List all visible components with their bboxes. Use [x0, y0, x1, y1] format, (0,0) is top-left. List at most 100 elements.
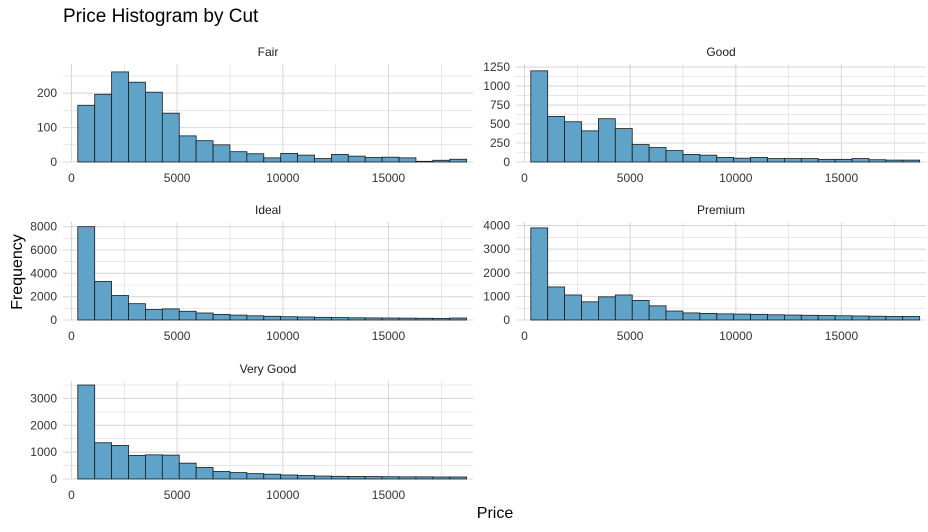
histogram-bar: [212, 471, 231, 480]
histogram-bar: [347, 155, 366, 163]
histogram-bar: [161, 454, 180, 480]
histogram-bar: [145, 91, 163, 163]
histogram-bar: [347, 317, 366, 321]
histogram-bar: [432, 159, 451, 163]
histogram-bar: [398, 157, 417, 163]
histogram-bar: [598, 296, 616, 321]
x-tick-label: 10000: [266, 488, 300, 502]
histogram-bar: [750, 313, 768, 321]
histogram-bar: [530, 227, 549, 321]
histogram-bar: [94, 281, 113, 321]
facet-panel: Fair 0 5000 10000 15000 0 100 200: [37, 45, 473, 185]
histogram-bar: [347, 476, 366, 480]
histogram-bar: [800, 314, 819, 321]
x-tick-label: 5000: [164, 488, 191, 502]
y-tick-label: 1000: [483, 79, 510, 93]
x-axis-title: Price: [476, 505, 514, 522]
histogram-bar: [77, 226, 96, 321]
facet-label: Fair: [258, 45, 279, 59]
histogram-bar: [415, 160, 434, 163]
y-tick-label: 750: [490, 98, 510, 112]
histogram-bar: [263, 315, 282, 321]
histogram-bar: [902, 159, 921, 163]
histogram-bar: [195, 467, 214, 480]
histogram-bar: [750, 157, 768, 163]
histogram-bar: [398, 317, 417, 321]
y-tick-label: 1000: [483, 289, 510, 303]
histogram-bar: [229, 472, 248, 480]
histogram-bar: [614, 128, 633, 163]
histogram-bar: [449, 476, 468, 480]
histogram-bar: [280, 316, 298, 321]
histogram-bar: [699, 154, 718, 163]
histogram-bar: [381, 317, 400, 321]
histogram-bar: [94, 93, 113, 163]
histogram-bar: [364, 476, 383, 480]
y-tick-label: 2000: [30, 290, 57, 304]
histogram-bar: [398, 476, 417, 480]
histogram-bar: [885, 316, 904, 321]
histogram-bar: [145, 454, 163, 480]
histogram-bar: [614, 294, 633, 321]
histogram-bar: [314, 316, 332, 321]
histogram-bar: [161, 308, 180, 321]
y-tick-label: 8000: [30, 220, 57, 234]
histogram-bar: [581, 301, 599, 321]
histogram-bar: [280, 152, 298, 163]
histogram-bar: [314, 158, 332, 163]
histogram-bar: [111, 295, 129, 321]
x-tick-label: 15000: [825, 329, 859, 343]
histogram-bar: [77, 384, 96, 480]
y-tick-label: 1000: [30, 445, 57, 459]
facet-panel: Very Good 0 5000 10000 15000 0 1000 2000 3000: [30, 362, 473, 502]
histogram-bar: [817, 158, 836, 163]
histogram-bar: [415, 317, 434, 321]
histogram-bar: [716, 313, 735, 321]
x-tick-label: 0: [68, 329, 75, 343]
histogram-bar: [381, 476, 400, 480]
histogram-bar: [868, 159, 887, 163]
y-tick-label: 100: [37, 121, 57, 135]
histogram-bar: [246, 473, 265, 480]
histogram-bar: [767, 314, 785, 321]
facet-label: Ideal: [255, 203, 281, 217]
x-tick-label: 10000: [266, 329, 300, 343]
histogram-bar: [631, 144, 650, 163]
histogram-bar: [280, 474, 298, 480]
x-tick-label: 10000: [266, 171, 300, 185]
histogram-bar: [733, 313, 751, 321]
histogram-bar: [564, 121, 582, 163]
x-tick-label: 15000: [372, 488, 406, 502]
histogram-bar: [246, 153, 265, 163]
facet-label: Premium: [697, 203, 745, 217]
y-tick-label: 200: [37, 86, 57, 100]
histogram-bar: [128, 454, 146, 480]
histogram-bar: [784, 314, 802, 321]
facet-label: Very Good: [240, 362, 297, 376]
histogram-bar: [111, 445, 129, 480]
y-tick-label: 2000: [30, 418, 57, 432]
histogram-bar: [885, 159, 904, 163]
histogram-bar: [648, 305, 667, 321]
histogram-bar: [263, 473, 282, 480]
y-tick-label: 3000: [483, 242, 510, 256]
histogram-bar: [297, 316, 315, 321]
histogram-bar: [330, 154, 349, 163]
histogram-bar: [415, 476, 434, 480]
histogram-bar: [530, 70, 549, 163]
histogram-bar: [902, 316, 921, 321]
histogram-bar: [94, 442, 113, 480]
y-tick-label: 0: [50, 472, 57, 486]
histogram-bar: [314, 475, 332, 480]
y-tick-label: 4000: [30, 266, 57, 280]
histogram-bar: [297, 475, 315, 480]
x-tick-label: 5000: [164, 171, 191, 185]
histogram-bar: [800, 158, 819, 163]
histogram-bar: [851, 158, 870, 163]
histogram-bar: [598, 118, 616, 163]
histogram-bar: [733, 157, 751, 163]
histogram-bar: [449, 317, 468, 321]
histogram-bar: [564, 294, 582, 321]
x-tick-label: 0: [521, 171, 528, 185]
